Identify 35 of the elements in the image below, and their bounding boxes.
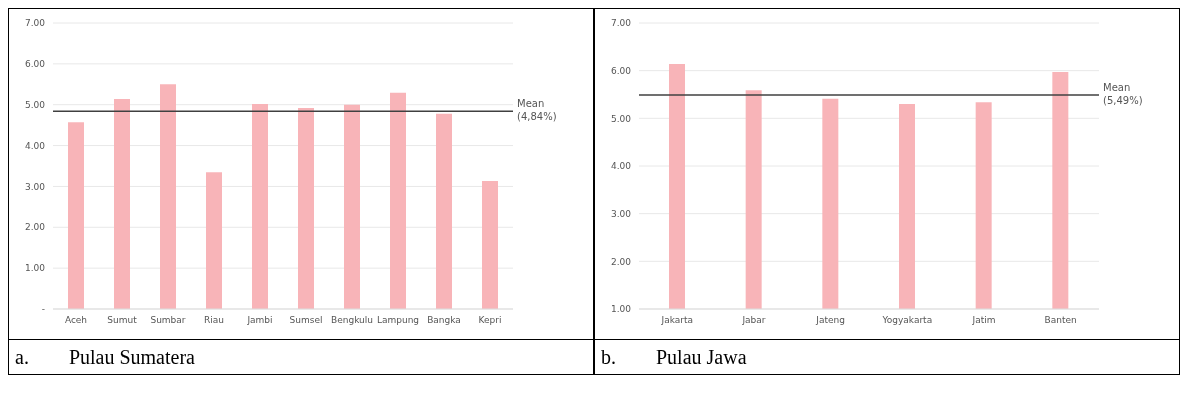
y-tick-label: 2.00 xyxy=(610,256,632,267)
y-tick-label: 1.00 xyxy=(610,304,632,315)
y-tick-label: 1.00 xyxy=(24,263,46,274)
x-tick-label: Bangka xyxy=(427,315,461,326)
x-tick-label: Sumut xyxy=(107,315,138,326)
x-tick-label: Bengkulu xyxy=(331,315,373,326)
y-tick-label: 4.00 xyxy=(24,140,46,151)
x-tick-label: Riau xyxy=(204,315,224,326)
y-tick-label: 3.00 xyxy=(610,208,632,219)
y-tick-label: 5.00 xyxy=(24,99,46,110)
x-tick-label: Jakarta xyxy=(660,315,694,326)
x-tick-label: Kepri xyxy=(478,315,502,326)
x-tick-label: Jatim xyxy=(971,315,996,326)
x-tick-label: Sumbar xyxy=(150,315,186,326)
ref-line-label: Mean (4,84%) xyxy=(517,98,557,123)
y-tick-label: 4.00 xyxy=(610,161,632,172)
x-tick-label: Jabar xyxy=(741,315,766,326)
y-tick-label: - xyxy=(41,304,45,315)
x-tick-label: Sumsel xyxy=(289,315,323,326)
y-tick-label: 5.00 xyxy=(610,113,632,124)
x-tick-label: Jambi xyxy=(246,315,273,326)
x-tick-label: Aceh xyxy=(64,315,88,326)
y-tick-label: 3.00 xyxy=(24,181,46,192)
x-tick-label: Yogyakarta xyxy=(881,315,933,326)
x-tick-label: Lampung xyxy=(376,315,420,326)
y-tick-label: 2.00 xyxy=(24,222,46,233)
y-tick-label: 6.00 xyxy=(24,59,46,70)
text: a. Pulau Sumatera xyxy=(14,344,196,370)
x-tick-label: Banten xyxy=(1044,315,1077,326)
y-tick-label: 7.00 xyxy=(610,18,632,29)
text: b. Pulau Jawa xyxy=(600,344,748,370)
y-tick-label: 7.00 xyxy=(24,18,46,29)
y-tick-label: 6.00 xyxy=(610,65,632,76)
x-tick-label: Jateng xyxy=(815,315,845,326)
ref-line-label: Mean (5,49%) xyxy=(1103,81,1143,106)
